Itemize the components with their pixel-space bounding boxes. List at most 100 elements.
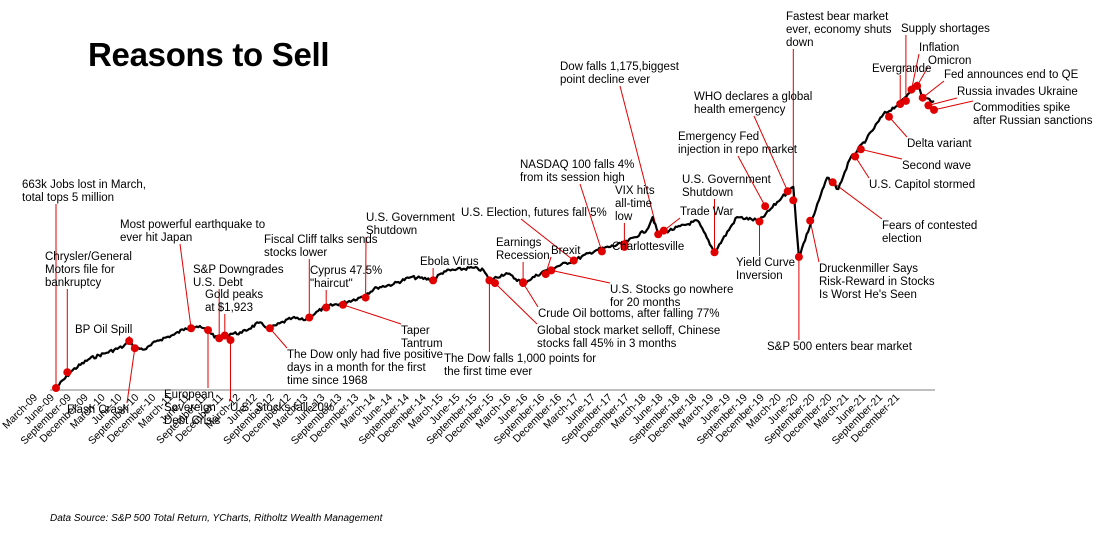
annotation-leader bbox=[551, 269, 611, 284]
annotation-marker bbox=[519, 279, 528, 288]
annotation-marker bbox=[851, 152, 860, 161]
annotation-label: WHO declares a global health emergency bbox=[694, 91, 812, 116]
annotation-label: U.S. Election, futures fall 5% bbox=[461, 207, 607, 219]
annotation-marker bbox=[710, 248, 719, 257]
annotation-leader bbox=[888, 116, 908, 138]
annotation-label: Flash Crash bbox=[67, 404, 129, 416]
annotation-leader bbox=[933, 100, 974, 111]
annotation-leader bbox=[753, 115, 789, 192]
annotation-leader bbox=[619, 85, 659, 235]
annotation-label: The Dow only had five positive days in a … bbox=[287, 349, 443, 387]
annotation-label: Yield Curve Inversion bbox=[736, 257, 795, 282]
annotation-label: Fastest bear market ever, economy shuts do… bbox=[786, 11, 892, 49]
annotation-leader bbox=[737, 155, 766, 207]
annotation-marker bbox=[828, 178, 837, 187]
annotation-leader bbox=[126, 348, 136, 404]
annotation-label: European Sovereign Debt Crisis bbox=[164, 389, 220, 427]
annotation-marker bbox=[125, 337, 134, 345]
annotation-label: Fed announces end to QE bbox=[944, 69, 1079, 81]
annotation-marker bbox=[755, 217, 764, 226]
annotation-leader bbox=[832, 181, 883, 220]
annotation-label: Taper Tantrum bbox=[401, 325, 443, 350]
annotation-marker bbox=[429, 276, 438, 285]
annotation-marker bbox=[924, 101, 933, 110]
annotation-marker bbox=[130, 344, 139, 353]
x-axis-tick-labels: March-09June-09September-09December-09Ma… bbox=[0, 392, 902, 448]
annotation-label: Brexit bbox=[551, 245, 581, 257]
annotation-leader-lines bbox=[55, 35, 974, 404]
annotation-label: Chrysler/General Motors file for bankruptc… bbox=[45, 251, 132, 289]
annotation-leader bbox=[269, 327, 288, 349]
annotation-label: Most powerful earthquake to ever hit Japa… bbox=[120, 219, 265, 244]
annotation-label: Inflation bbox=[919, 42, 959, 54]
annotation-labels: 663k Jobs lost in March, total tops 5 mil… bbox=[22, 11, 1093, 427]
annotation-label: Second wave bbox=[902, 160, 971, 172]
annotation-label: U.S. Government Shutdown bbox=[366, 212, 456, 237]
annotation-label: Trade War bbox=[680, 206, 734, 218]
annotation-leader bbox=[179, 243, 192, 329]
annotation-marker bbox=[659, 226, 668, 235]
annotation-label: Omicron bbox=[928, 55, 971, 67]
annotation-marker bbox=[491, 279, 499, 288]
annotation-marker bbox=[305, 313, 314, 322]
annotation-label: Earnings Recession bbox=[496, 237, 550, 262]
annotation-marker bbox=[204, 326, 212, 335]
annotation-marker bbox=[783, 187, 792, 196]
annotation-leader bbox=[522, 282, 539, 308]
annotation-marker bbox=[789, 196, 798, 205]
annotation-marker bbox=[620, 240, 629, 249]
annotation-label: Druckenmiller Says Risk-Reward in Stocks I… bbox=[819, 263, 935, 301]
annotation-label: Fears of contested election bbox=[882, 220, 977, 245]
annotation-marker bbox=[52, 384, 60, 392]
annotation-label: Crude Oil bottoms, after falling 77% bbox=[538, 308, 720, 320]
annotation-label: Commodities spike after Russian sanctions bbox=[973, 102, 1093, 127]
annotation-marker bbox=[220, 331, 229, 340]
annotation-marker bbox=[856, 145, 865, 154]
annotation-label: BP Oil Spill bbox=[75, 324, 132, 336]
annotation-label: U.S. Capitol stormed bbox=[869, 179, 975, 191]
annotation-marker bbox=[322, 303, 331, 312]
annotation-label: Charlottesville bbox=[612, 241, 684, 253]
annotation-leader bbox=[911, 53, 920, 90]
annotation-label: S&P 500 enters bear market bbox=[767, 341, 913, 353]
annotation-label: Dow falls 1,175,biggest point decline eve… bbox=[560, 61, 680, 86]
annotation-label: Russia invades Ukraine bbox=[957, 86, 1078, 98]
annotation-label: Emergency Fed injection in repo market bbox=[678, 131, 798, 156]
annotation-label: Evergrande bbox=[872, 63, 931, 75]
annotation-marker bbox=[361, 293, 370, 302]
annotation-leader bbox=[494, 282, 538, 325]
annotation-label: Cyprus 47.5% "haircut" bbox=[310, 265, 382, 290]
annotation-label: NASDAQ 100 falls 4% from its session high bbox=[520, 159, 634, 184]
annotation-marker bbox=[63, 368, 72, 377]
annotation-marker bbox=[569, 256, 578, 265]
annotation-leader bbox=[928, 97, 958, 106]
annotation-label: Gold peaks at $1,923 bbox=[205, 289, 263, 314]
annotation-leader bbox=[342, 304, 402, 325]
annotation-marker bbox=[597, 247, 606, 256]
annotation-label: VIX hits all-time low bbox=[615, 185, 655, 223]
annotation-leader bbox=[860, 148, 903, 160]
annotation-label: U.S. Stocks fall 20% bbox=[230, 402, 334, 414]
annotation-marker bbox=[913, 81, 922, 90]
annotation-label: Fiscal Cliff talks sends stocks lower bbox=[264, 234, 378, 259]
annotation-leader bbox=[579, 183, 603, 252]
annotation-label: Ebola Virus bbox=[420, 256, 479, 268]
annotation-marker bbox=[930, 105, 938, 114]
annotation-marker bbox=[265, 324, 274, 333]
annotation-leader bbox=[922, 80, 945, 99]
annotation-marker bbox=[761, 202, 770, 211]
annotation-label: U.S. Government Shutdown bbox=[682, 174, 772, 199]
annotation-marker bbox=[794, 252, 803, 261]
annotation-marker bbox=[806, 216, 815, 225]
annotation-label: Global stock market selloff, Chinese stoc… bbox=[537, 325, 720, 350]
annotation-label: Supply shortages bbox=[901, 23, 990, 35]
annotation-leader bbox=[520, 218, 575, 261]
annotation-markers bbox=[52, 81, 938, 392]
chart-title: Reasons to Sell bbox=[88, 36, 330, 73]
annotation-leader bbox=[854, 156, 870, 179]
annotation-marker bbox=[339, 300, 347, 309]
annotation-marker bbox=[918, 93, 927, 102]
annotation-label: 663k Jobs lost in March, total tops 5 mil… bbox=[22, 179, 146, 204]
annotation-marker bbox=[187, 324, 196, 333]
